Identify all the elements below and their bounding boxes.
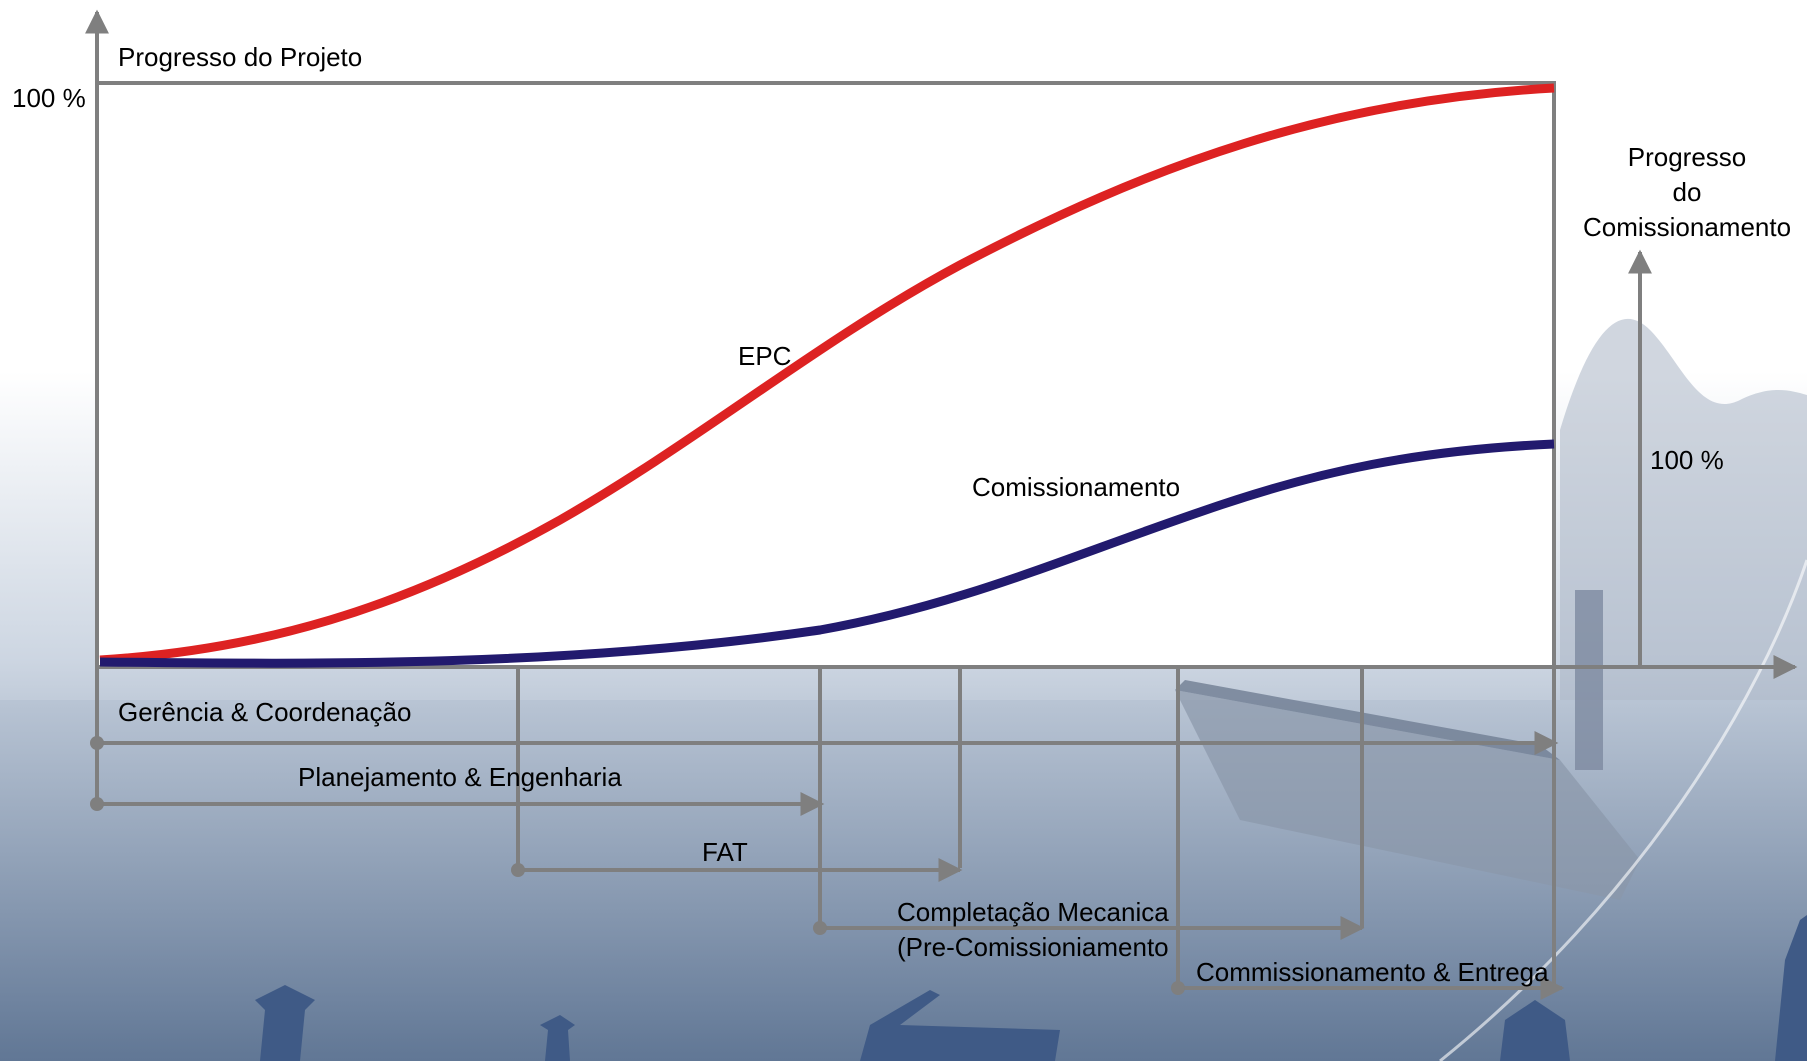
platform-silhouette-3 [860,990,1060,1061]
phase-start-dot [1171,981,1185,995]
commissioning-curve-label: Comissionamento [972,472,1180,502]
phase-label-fat: FAT [702,837,748,867]
platform-silhouette-5 [1775,915,1807,1061]
right-axis-title: Progresso [1628,142,1747,172]
platform-silhouette-4 [1500,1000,1570,1061]
right-axis-title: do [1673,177,1702,207]
flare-tower [1575,590,1603,770]
y-axis-title: Progresso do Projeto [118,42,362,72]
phase-start-dot [511,863,525,877]
y-axis-max-label: 100 % [12,83,86,113]
phase-label-mechanical: (Pre-Comissioniamento [897,932,1169,962]
platform-silhouette-2 [540,1015,575,1061]
commissioning-curve [99,439,1555,668]
phase-label-planning: Planejamento & Engenharia [298,762,622,792]
phase-label-management: Gerência & Coordenação [118,697,411,727]
phase-label-commissioning: Commissionamento & Entrega [1196,957,1549,987]
right-axis-title: Comissionamento [1583,212,1791,242]
phase-start-dot [813,921,827,935]
right-axis-max-label: 100 % [1650,445,1724,475]
phase-label-mechanical: Completação Mecanica [897,897,1169,927]
epc-curve-label: EPC [738,341,791,371]
plot-area [95,81,1556,669]
phase-start-dot [90,797,104,811]
decorative-arc [1439,559,1807,1061]
platform-silhouette-1 [255,985,315,1061]
mountain-silhouette [1560,318,1807,700]
ship-deck [1175,680,1560,760]
epc-curve [99,83,1555,665]
